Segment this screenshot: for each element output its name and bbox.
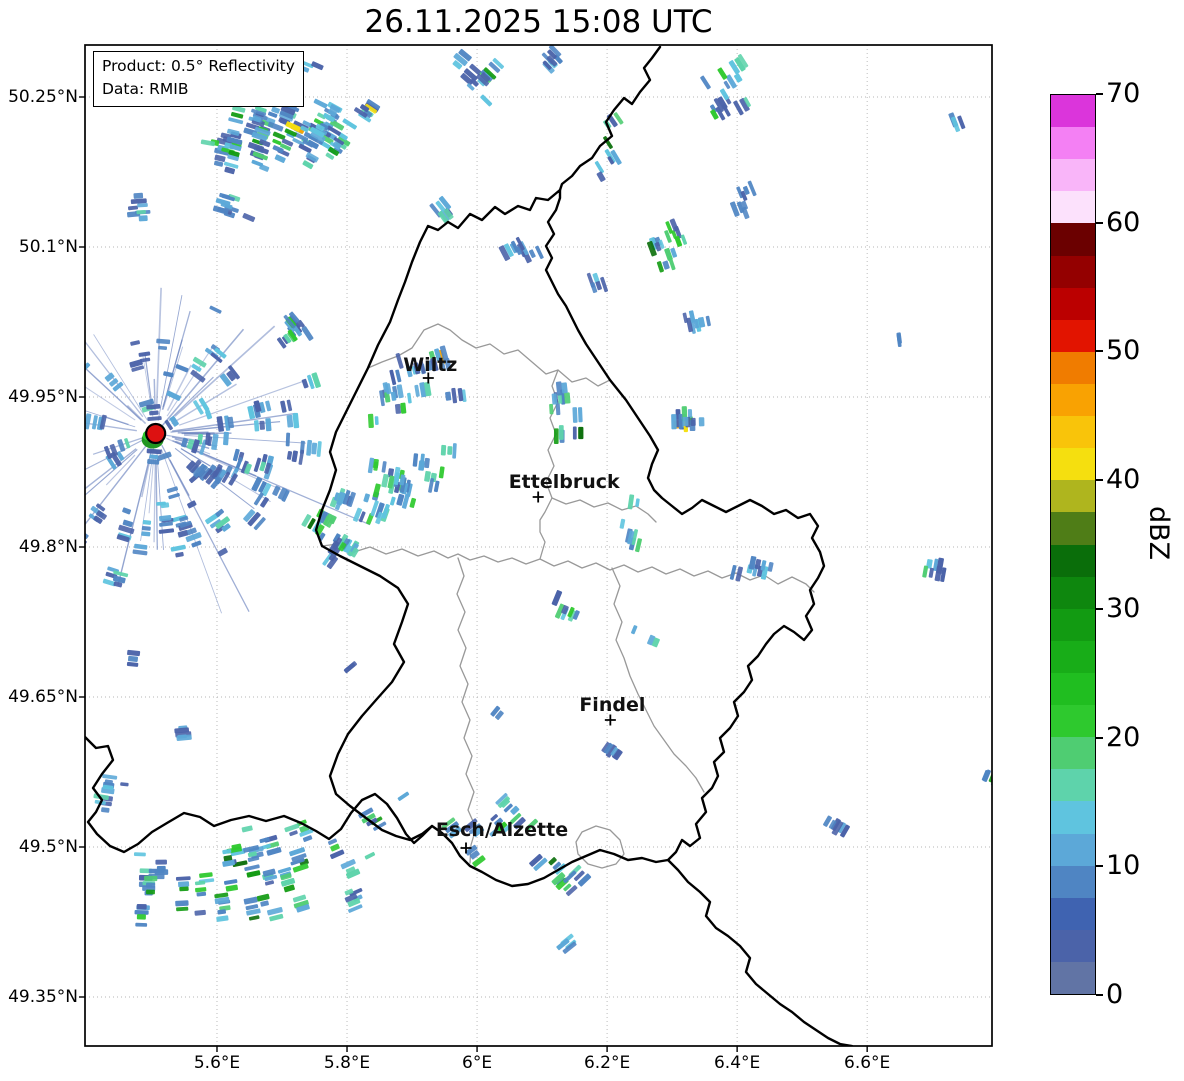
colorbar-segment: [1051, 448, 1095, 481]
data-source-line: Data: RMIB: [102, 80, 189, 99]
colorbar-segment: [1051, 191, 1095, 224]
colorbar-segment: [1051, 576, 1095, 609]
colorbar-tick-label: 50: [1106, 335, 1141, 367]
plot-frame: [79, 44, 993, 1052]
colorbar-unit-label: dBZ: [1143, 506, 1174, 561]
colorbar-tick-label: 0: [1106, 979, 1124, 1010]
map-svg: Wiltz Ettelbruck Findel Esch/Alzette: [79, 44, 993, 1052]
x-tick-label: 6.6°E: [844, 1053, 891, 1073]
y-tick-label: 50.25°N: [8, 87, 78, 107]
colorbar-segment: [1051, 512, 1095, 545]
y-tick-label: 49.5°N: [18, 837, 78, 857]
colorbar-segment: [1051, 383, 1095, 417]
colorbar-tick-mark: [1096, 479, 1103, 482]
colorbar-segment: [1051, 351, 1095, 384]
colorbar-tick-mark: [1096, 865, 1103, 868]
colorbar-segment: [1051, 769, 1095, 802]
colorbar-tick-mark: [1096, 350, 1103, 353]
colorbar-tick-label: 40: [1106, 464, 1141, 496]
colorbar-tick-mark: [1096, 736, 1103, 739]
colorbar-tick-mark: [1096, 994, 1103, 996]
country-borders: [85, 45, 854, 1046]
city-marker-wiltz: [422, 372, 434, 384]
colorbar-tick-mark: [1096, 221, 1103, 224]
city-label-wiltz: Wiltz: [403, 354, 457, 376]
radar-site-dot: [145, 422, 167, 445]
colorbar-tick-label: 70: [1106, 78, 1141, 109]
colorbar-segment: [1051, 608, 1095, 641]
colorbar: [1050, 94, 1096, 995]
colorbar-tick-label: 20: [1106, 721, 1141, 753]
colorbar-segment: [1051, 672, 1095, 706]
radar-echoes: [85, 45, 992, 954]
colorbar-segment: [1051, 416, 1095, 449]
city-label-ettelbruck: Ettelbruck: [509, 471, 620, 493]
colorbar-segment: [1051, 640, 1095, 673]
product-info-box: Product: 0.5° Reflectivity Data: RMIB: [93, 51, 304, 107]
colorbar-segment: [1051, 255, 1095, 288]
y-tick-label: 49.8°N: [18, 537, 78, 557]
y-tick-label: 49.35°N: [8, 987, 78, 1007]
city-marker-findel: [604, 714, 616, 726]
colorbar-segment: [1051, 223, 1095, 256]
colorbar-tick-label: 30: [1106, 592, 1141, 624]
colorbar-segment: [1051, 127, 1095, 160]
x-tick-label: 6.4°E: [713, 1053, 761, 1073]
colorbar-segment: [1051, 544, 1095, 577]
plot-title: 26.11.2025 15:08 UTC: [364, 4, 713, 40]
radar-site-marker: [141, 422, 167, 449]
y-tick-label: 49.65°N: [8, 687, 78, 707]
y-tick-label: 50.1°N: [18, 237, 78, 257]
map-area: Wiltz Ettelbruck Findel Esch/Alzette: [79, 44, 993, 1052]
colorbar-segment: [1051, 737, 1095, 770]
city-label-findel: Findel: [579, 694, 645, 716]
colorbar-segment: [1051, 319, 1095, 352]
colorbar-segment: [1051, 95, 1095, 128]
colorbar-segment: [1051, 865, 1095, 898]
colorbar-segment: [1051, 287, 1095, 320]
x-tick-label: 6°E: [462, 1053, 493, 1073]
colorbar-segment: [1051, 159, 1095, 192]
colorbar-segment: [1051, 897, 1095, 930]
colorbar-tick-label: 10: [1106, 850, 1141, 882]
x-tick-label: 6.2°E: [583, 1053, 631, 1073]
colorbar-tick-mark: [1096, 93, 1103, 95]
city-markers: Wiltz Ettelbruck Findel Esch/Alzette: [403, 354, 645, 854]
city-marker-esch-alzette: [460, 842, 472, 854]
x-tick-label: 5.8°E: [323, 1053, 371, 1073]
colorbar-segment: [1051, 801, 1095, 834]
city-label-esch-alzette: Esch/Alzette: [436, 819, 568, 841]
y-tick-label: 49.95°N: [8, 387, 78, 407]
x-tick-label: 5.6°E: [193, 1053, 241, 1073]
colorbar-segment: [1051, 961, 1095, 995]
city-marker-ettelbruck: [532, 491, 544, 503]
colorbar-segment: [1051, 480, 1095, 513]
colorbar-segment: [1051, 705, 1095, 738]
colorbar-tick-label: 60: [1106, 206, 1141, 238]
colorbar-segment: [1051, 833, 1095, 866]
colorbar-tick-mark: [1096, 607, 1103, 610]
product-line: Product: 0.5° Reflectivity: [102, 57, 295, 75]
colorbar-segment: [1051, 929, 1095, 962]
